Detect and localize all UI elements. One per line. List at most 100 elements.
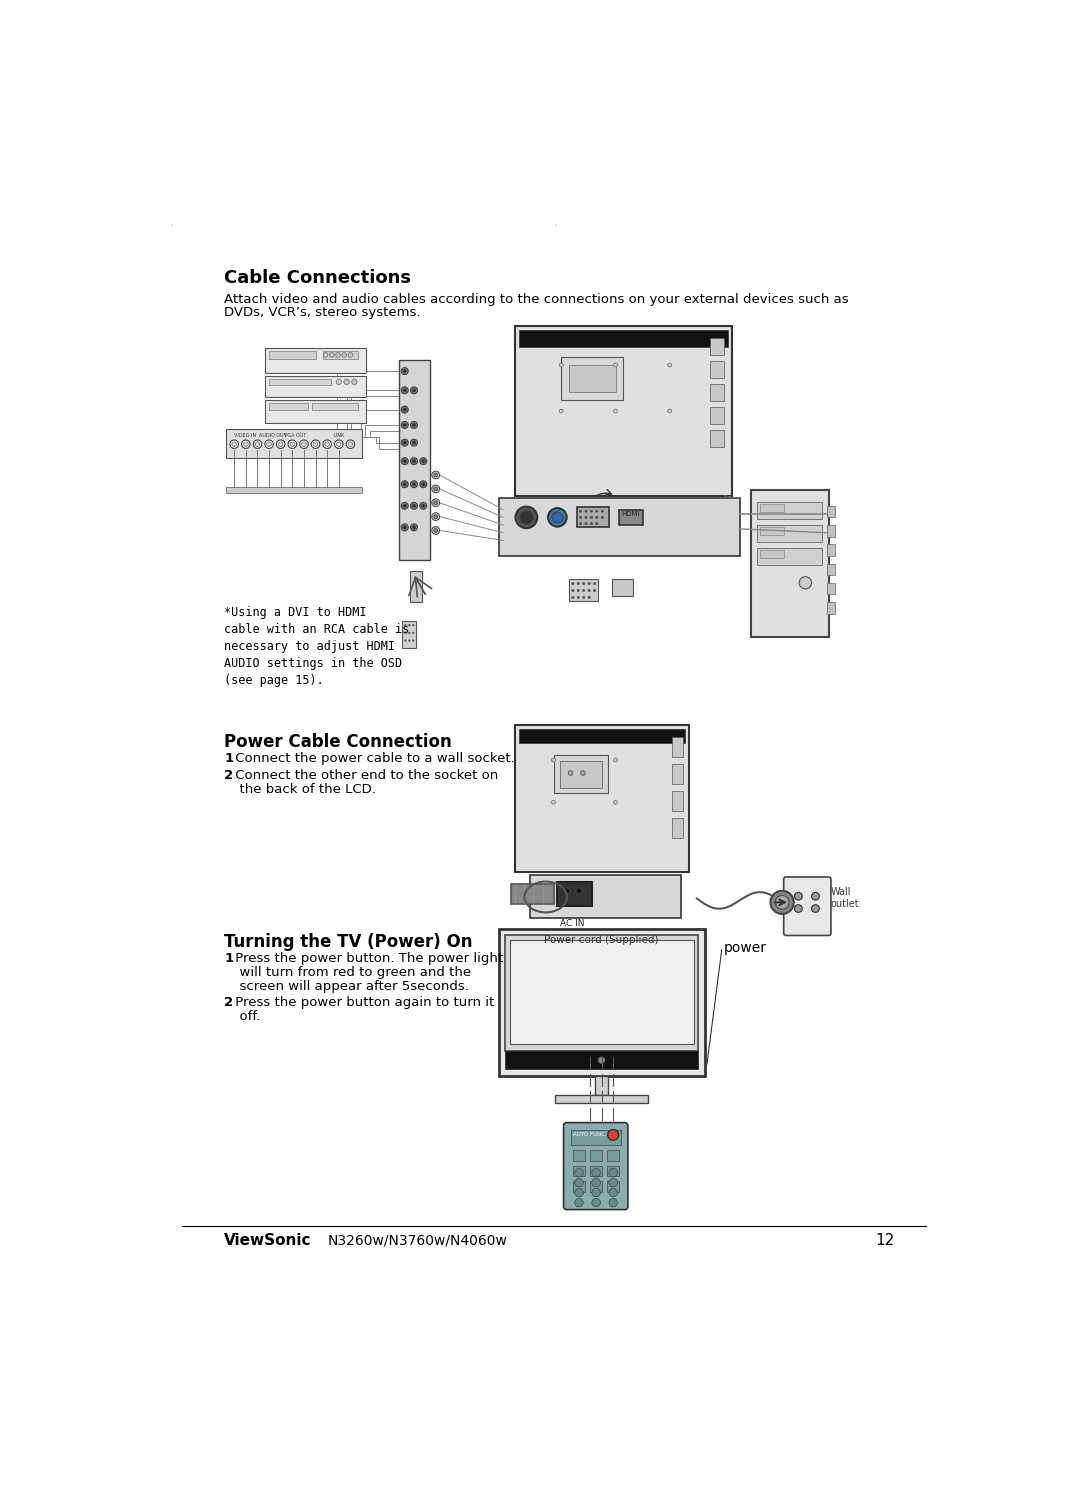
Circle shape bbox=[575, 1189, 583, 1196]
Bar bbox=[323, 351, 359, 359]
Bar bbox=[554, 754, 608, 793]
Circle shape bbox=[348, 353, 353, 357]
Circle shape bbox=[413, 423, 416, 427]
Circle shape bbox=[342, 353, 347, 357]
Circle shape bbox=[596, 522, 598, 525]
Text: *Using a DVI to HDMI
cable with an RCA cable is
necessary to adjust HDMI
AUDIO s: *Using a DVI to HDMI cable with an RCA c… bbox=[225, 606, 409, 687]
Circle shape bbox=[403, 388, 407, 393]
Bar bbox=[557, 881, 592, 906]
Bar bbox=[760, 504, 784, 512]
Bar bbox=[710, 408, 724, 424]
Text: AC IN: AC IN bbox=[559, 920, 584, 929]
Circle shape bbox=[403, 423, 407, 427]
Bar bbox=[607, 1165, 619, 1177]
Bar bbox=[530, 875, 681, 918]
Text: ·: · bbox=[170, 220, 174, 231]
Bar bbox=[269, 351, 315, 359]
Bar bbox=[827, 583, 835, 594]
Circle shape bbox=[401, 458, 408, 464]
Circle shape bbox=[559, 363, 563, 368]
Circle shape bbox=[403, 369, 407, 373]
Bar bbox=[227, 429, 362, 458]
Bar bbox=[518, 729, 685, 743]
Bar bbox=[562, 357, 623, 400]
Bar bbox=[572, 1150, 585, 1161]
Bar bbox=[590, 1150, 603, 1161]
Circle shape bbox=[413, 625, 414, 626]
Bar bbox=[710, 338, 724, 356]
Circle shape bbox=[775, 896, 789, 909]
Text: VIDEO IN: VIDEO IN bbox=[234, 433, 256, 437]
Circle shape bbox=[602, 510, 604, 512]
Circle shape bbox=[575, 1168, 583, 1177]
Circle shape bbox=[598, 1056, 605, 1064]
Circle shape bbox=[609, 1178, 618, 1187]
Text: DVDs, VCR’s, stereo systems.: DVDs, VCR’s, stereo systems. bbox=[225, 307, 420, 320]
Circle shape bbox=[403, 440, 407, 445]
Circle shape bbox=[564, 888, 570, 894]
Circle shape bbox=[580, 516, 582, 518]
Text: AUDIO OUT: AUDIO OUT bbox=[259, 433, 286, 437]
Bar bbox=[751, 491, 828, 637]
Text: Power Cable Connection: Power Cable Connection bbox=[225, 734, 451, 751]
Circle shape bbox=[336, 353, 340, 357]
Circle shape bbox=[591, 516, 593, 518]
Circle shape bbox=[410, 503, 418, 509]
Circle shape bbox=[577, 582, 580, 585]
Circle shape bbox=[401, 524, 408, 531]
Circle shape bbox=[582, 582, 585, 585]
Circle shape bbox=[420, 458, 427, 464]
Circle shape bbox=[276, 440, 285, 448]
Circle shape bbox=[588, 597, 591, 598]
Circle shape bbox=[401, 387, 408, 394]
Circle shape bbox=[602, 516, 604, 518]
Circle shape bbox=[336, 379, 341, 384]
Circle shape bbox=[548, 507, 567, 527]
Bar bbox=[572, 1181, 585, 1192]
Circle shape bbox=[609, 1198, 618, 1207]
Circle shape bbox=[253, 440, 261, 448]
Circle shape bbox=[413, 460, 416, 463]
Text: Press the power button again to turn it: Press the power button again to turn it bbox=[231, 997, 495, 1009]
Circle shape bbox=[401, 439, 408, 446]
Circle shape bbox=[434, 487, 437, 491]
Text: power: power bbox=[724, 940, 767, 955]
Bar bbox=[515, 326, 732, 496]
Circle shape bbox=[613, 363, 618, 368]
Circle shape bbox=[408, 625, 410, 626]
Circle shape bbox=[432, 527, 440, 534]
Bar bbox=[572, 1165, 585, 1177]
Text: VGA OUT: VGA OUT bbox=[284, 433, 306, 437]
Circle shape bbox=[811, 893, 820, 900]
Bar bbox=[569, 365, 616, 391]
Circle shape bbox=[242, 440, 251, 448]
Circle shape bbox=[588, 589, 591, 592]
Circle shape bbox=[413, 525, 416, 530]
Circle shape bbox=[613, 409, 618, 414]
Circle shape bbox=[519, 510, 534, 524]
Bar bbox=[499, 930, 704, 1076]
Circle shape bbox=[593, 589, 596, 592]
Circle shape bbox=[571, 582, 575, 585]
Circle shape bbox=[405, 625, 406, 626]
Text: the back of the LCD.: the back of the LCD. bbox=[231, 783, 376, 796]
Text: AUTO FUNC.: AUTO FUNC. bbox=[572, 1132, 607, 1137]
Bar bbox=[590, 1181, 603, 1192]
Bar bbox=[510, 940, 693, 1045]
Circle shape bbox=[552, 801, 555, 804]
Bar bbox=[555, 1095, 648, 1103]
Circle shape bbox=[795, 893, 802, 900]
Circle shape bbox=[279, 442, 283, 446]
Circle shape bbox=[575, 1198, 583, 1207]
Circle shape bbox=[299, 440, 308, 448]
Circle shape bbox=[432, 485, 440, 493]
Circle shape bbox=[582, 597, 585, 598]
Bar bbox=[672, 818, 683, 838]
Text: Connect the other end to the socket on: Connect the other end to the socket on bbox=[231, 769, 498, 783]
Circle shape bbox=[325, 442, 329, 446]
Text: ·: · bbox=[554, 220, 557, 231]
Circle shape bbox=[420, 481, 427, 488]
Text: Connect the power cable to a wall socket.: Connect the power cable to a wall socket… bbox=[231, 753, 515, 765]
Bar bbox=[672, 763, 683, 784]
Text: LINK: LINK bbox=[334, 433, 345, 437]
